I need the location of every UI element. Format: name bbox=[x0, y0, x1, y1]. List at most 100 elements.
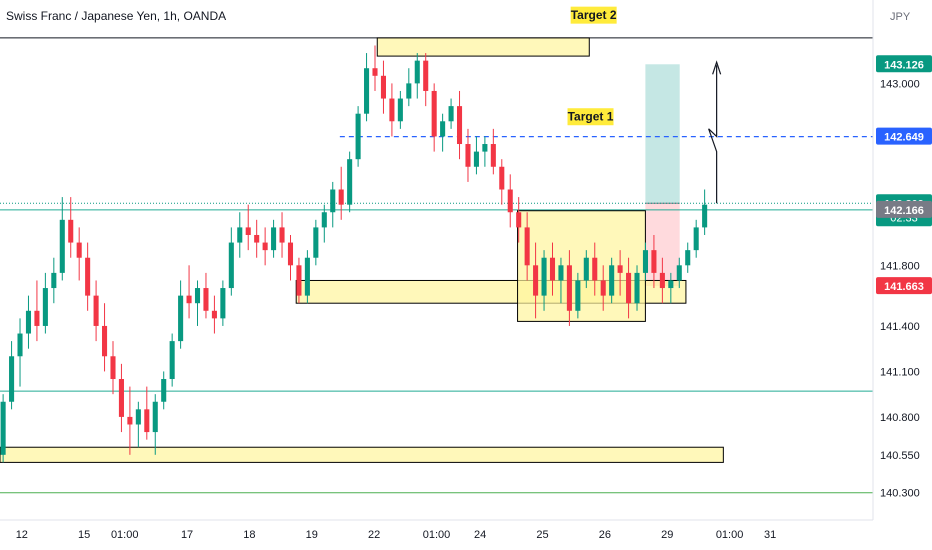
candle-body[interactable] bbox=[549, 257, 556, 281]
range-box[interactable] bbox=[517, 210, 646, 322]
candle-body[interactable] bbox=[17, 333, 23, 357]
candle-body[interactable] bbox=[186, 295, 192, 304]
candle-body[interactable] bbox=[161, 379, 167, 402]
plot-area[interactable]: Target 2 Target 1 bbox=[0, 6, 873, 494]
support-zone-low[interactable] bbox=[0, 446, 724, 463]
y-tick-label: 143.000 bbox=[880, 78, 920, 90]
target2-label[interactable]: Target 2 bbox=[570, 6, 617, 24]
candle-body[interactable] bbox=[51, 272, 57, 289]
candle-body[interactable] bbox=[338, 189, 344, 205]
candle-body[interactable] bbox=[0, 401, 6, 455]
candle-body[interactable] bbox=[287, 242, 294, 266]
candle-body[interactable] bbox=[448, 106, 454, 122]
price-tag: 142.166 bbox=[876, 200, 932, 218]
candle-body[interactable] bbox=[262, 242, 268, 251]
candle-body[interactable] bbox=[59, 219, 65, 273]
candle-body[interactable] bbox=[397, 98, 403, 122]
candle-body[interactable] bbox=[642, 250, 649, 273]
candle-body[interactable] bbox=[693, 227, 699, 251]
candle-body[interactable] bbox=[406, 83, 412, 99]
candle-body[interactable] bbox=[178, 295, 184, 342]
candle-body[interactable] bbox=[85, 257, 91, 296]
candle-body[interactable] bbox=[245, 227, 251, 235]
candle-body[interactable] bbox=[254, 234, 260, 243]
candle-body[interactable] bbox=[499, 166, 505, 190]
candle-body[interactable] bbox=[617, 265, 623, 273]
candle-body[interactable] bbox=[507, 189, 513, 213]
candle-body[interactable] bbox=[524, 227, 530, 266]
price-axis[interactable]: 140.300 140.550 140.800 141.100 141.400 141.8… bbox=[880, 78, 920, 499]
candle-body[interactable] bbox=[220, 288, 226, 319]
candle-body[interactable] bbox=[566, 265, 572, 311]
candle-body[interactable] bbox=[118, 379, 124, 417]
price-tag-label: 141.663 bbox=[884, 281, 924, 293]
candle-body[interactable] bbox=[583, 257, 589, 281]
candle-body[interactable] bbox=[237, 227, 243, 243]
candle-body[interactable] bbox=[702, 204, 708, 228]
price-tag-label: 143.126 bbox=[884, 59, 924, 71]
candle-body[interactable] bbox=[34, 310, 40, 326]
candle-body[interactable] bbox=[372, 68, 378, 76]
candle-body[interactable] bbox=[347, 159, 353, 205]
candle-body[interactable] bbox=[211, 310, 217, 319]
candle-body[interactable] bbox=[490, 144, 496, 167]
target2-zone[interactable] bbox=[376, 37, 590, 57]
candle-body[interactable] bbox=[668, 280, 674, 289]
candle-body[interactable] bbox=[456, 106, 463, 145]
candle-body[interactable] bbox=[431, 90, 437, 137]
candle-body[interactable] bbox=[600, 280, 606, 296]
candle-body[interactable] bbox=[304, 257, 310, 296]
candle-body[interactable] bbox=[482, 144, 488, 152]
candle-body[interactable] bbox=[575, 280, 581, 311]
candle-body[interactable] bbox=[152, 401, 158, 433]
x-tick-label: 25 bbox=[536, 529, 548, 541]
candle-body[interactable] bbox=[68, 219, 74, 243]
candle-body[interactable] bbox=[364, 68, 370, 114]
candle-body[interactable] bbox=[380, 75, 386, 99]
candle-body[interactable] bbox=[93, 295, 99, 326]
candle-body[interactable] bbox=[473, 151, 479, 167]
candle-body[interactable] bbox=[440, 121, 446, 137]
profit-zone[interactable] bbox=[645, 64, 680, 204]
candle-body[interactable] bbox=[558, 265, 564, 281]
candle-body[interactable] bbox=[423, 60, 429, 91]
candle-body[interactable] bbox=[541, 257, 547, 296]
candle-body[interactable] bbox=[194, 288, 201, 304]
time-axis[interactable]: 12 15 01:00 17 18 19 22 01:00 24 25 26 29 01:00 31 bbox=[16, 529, 777, 541]
candle-body[interactable] bbox=[651, 250, 657, 273]
candle-body[interactable] bbox=[271, 227, 277, 251]
candle-body[interactable] bbox=[533, 265, 539, 296]
candle-body[interactable] bbox=[659, 272, 665, 289]
candle-body[interactable] bbox=[389, 98, 395, 122]
candle-body[interactable] bbox=[321, 212, 327, 228]
candle-body[interactable] bbox=[169, 341, 175, 380]
candle-body[interactable] bbox=[414, 60, 420, 84]
target1-label[interactable]: Target 1 bbox=[567, 108, 614, 126]
candle-body[interactable] bbox=[102, 325, 108, 357]
candle-body[interactable] bbox=[609, 265, 615, 296]
candle-body[interactable] bbox=[279, 227, 285, 243]
candle-body[interactable] bbox=[76, 242, 82, 258]
candle-body[interactable] bbox=[42, 288, 48, 326]
candle-body[interactable] bbox=[626, 272, 632, 304]
candle-body[interactable] bbox=[144, 409, 150, 433]
candle-body[interactable] bbox=[465, 144, 471, 167]
candle-body[interactable] bbox=[9, 356, 15, 402]
price-tag-bg bbox=[876, 200, 932, 218]
candle-body[interactable] bbox=[516, 212, 522, 228]
candle-body[interactable] bbox=[296, 265, 302, 296]
candle-body[interactable] bbox=[313, 227, 319, 258]
candle-body[interactable] bbox=[355, 113, 361, 160]
candle-body[interactable] bbox=[330, 189, 336, 213]
candle-body[interactable] bbox=[127, 416, 133, 425]
candle-body[interactable] bbox=[203, 288, 209, 311]
candle-body[interactable] bbox=[135, 409, 141, 425]
candle-body[interactable] bbox=[676, 265, 682, 281]
candle-body[interactable] bbox=[25, 310, 32, 334]
candle-body[interactable] bbox=[634, 272, 640, 304]
candle-body[interactable] bbox=[685, 250, 691, 266]
candle-body[interactable] bbox=[228, 242, 234, 289]
candle-body[interactable] bbox=[110, 356, 116, 380]
candle-body[interactable] bbox=[592, 257, 598, 281]
